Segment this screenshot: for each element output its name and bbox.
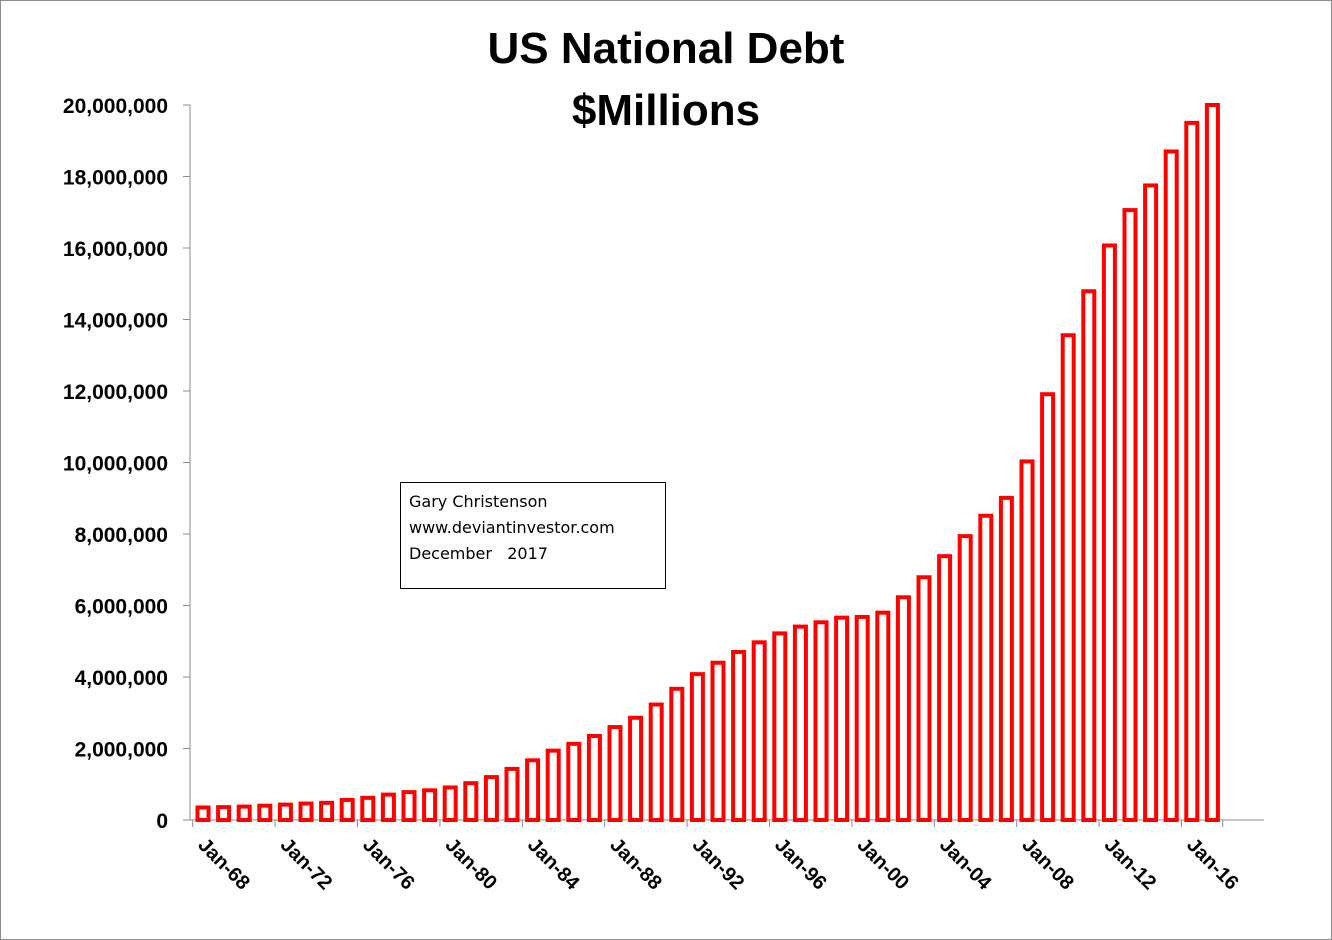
credit-author: Gary Christenson xyxy=(409,492,548,511)
bar-jan-05 xyxy=(957,534,973,823)
chart-title-line: US National Debt xyxy=(487,24,845,73)
bar-jan-81 xyxy=(463,781,479,822)
x-tick-label: Jan-92 xyxy=(688,834,748,894)
bar-jan-94 xyxy=(731,649,747,822)
x-tick-label: Jan-00 xyxy=(853,834,913,894)
bar-jan-72 xyxy=(277,802,293,823)
y-tick-label: 20,000,000 xyxy=(63,95,168,118)
bar-jan-12 xyxy=(1101,243,1117,822)
bar-series xyxy=(195,103,1220,823)
bar-jan-97 xyxy=(792,624,808,823)
bar-jan-78 xyxy=(401,790,417,822)
bar-jan-88 xyxy=(607,725,623,822)
bar-jan-89 xyxy=(628,715,644,823)
x-tick-label: Jan-16 xyxy=(1182,834,1242,894)
y-tick-label: 6,000,000 xyxy=(75,596,168,619)
bar-jan-09 xyxy=(1040,392,1056,822)
bar-jan-99 xyxy=(834,615,850,823)
bar-jan-70 xyxy=(236,804,252,822)
bar-jan-68 xyxy=(195,805,211,822)
bar-jan-03 xyxy=(916,575,932,822)
bar-jan-87 xyxy=(586,733,602,822)
chart-title: US National Debt $Millions xyxy=(0,18,1332,142)
bar-jan-75 xyxy=(339,797,355,822)
bar-jan-82 xyxy=(483,775,499,822)
bar-jan-16 xyxy=(1184,120,1200,822)
bar-jan-77 xyxy=(380,792,396,822)
x-tick-label: Jan-72 xyxy=(276,834,336,894)
bar-jan-84 xyxy=(525,758,541,822)
bar-jan-14 xyxy=(1143,183,1159,822)
y-tick-label: 4,000,000 xyxy=(75,667,168,690)
bar-jan-83 xyxy=(504,766,520,823)
y-tick-label: 0 xyxy=(156,810,168,833)
bar-jan-98 xyxy=(813,620,829,822)
y-axis: 0 2,000,000 4,000,000 6,000,000 8,000,000 10,… xyxy=(63,95,191,833)
bar-jan-06 xyxy=(978,513,994,823)
bar-jan-04 xyxy=(937,554,953,822)
bar-jan-02 xyxy=(895,595,911,823)
y-tick-label: 10,000,000 xyxy=(63,453,168,476)
credit-annotation: Gary Christenson www.deviantinvestor.com… xyxy=(400,482,666,589)
x-tick-label: Jan-84 xyxy=(523,834,584,895)
x-tick-label: Jan-12 xyxy=(1100,834,1160,894)
bar-jan-74 xyxy=(319,800,335,823)
x-axis: Jan-68 Jan-72 Jan-76 Jan-80 Jan-84 Jan-88 Jan-… xyxy=(190,819,1264,895)
y-tick-label: 16,000,000 xyxy=(63,238,168,261)
bar-jan-92 xyxy=(689,672,705,823)
x-tick-label: Jan-88 xyxy=(605,834,665,894)
y-tick-label: 2,000,000 xyxy=(75,739,168,762)
y-tick-label: 8,000,000 xyxy=(75,524,168,547)
bar-jan-91 xyxy=(669,686,685,822)
bar-jan-85 xyxy=(545,748,561,823)
bar-jan-07 xyxy=(998,495,1014,822)
x-tick-label: Jan-76 xyxy=(358,834,418,894)
bar-jan-11 xyxy=(1081,289,1097,822)
bar-jan-93 xyxy=(710,660,726,823)
bar-jan-73 xyxy=(298,801,314,822)
x-tick-label: Jan-68 xyxy=(193,834,253,894)
y-tick-label: 12,000,000 xyxy=(63,381,168,404)
bar-jan-90 xyxy=(648,702,664,823)
x-tick-label: Jan-04 xyxy=(935,834,996,895)
y-tick-label: 14,000,000 xyxy=(63,310,168,333)
chart-subtitle-line: $Millions xyxy=(571,86,761,135)
bar-jan-01 xyxy=(875,610,891,823)
x-tick-label: Jan-80 xyxy=(441,834,501,894)
bar-jan-08 xyxy=(1019,459,1035,822)
bar-jan-79 xyxy=(422,788,438,823)
bar-jan-71 xyxy=(257,803,273,823)
credit-date: December 2017 xyxy=(409,544,548,563)
credit-website: www.deviantinvestor.com xyxy=(409,518,615,537)
bar-jan-15 xyxy=(1163,149,1179,823)
bar-jan-96 xyxy=(772,631,788,823)
bar-jan-00 xyxy=(854,614,870,822)
bar-jan-86 xyxy=(566,741,582,822)
bar-jan-95 xyxy=(751,640,767,823)
x-tick-label: Jan-96 xyxy=(770,834,830,894)
bar-jan-10 xyxy=(1060,333,1076,822)
y-tick-label: 18,000,000 xyxy=(63,167,168,190)
x-tick-label: Jan-08 xyxy=(1017,834,1077,894)
bar-jan-13 xyxy=(1122,208,1138,823)
bar-jan-80 xyxy=(442,785,458,823)
bar-jan-69 xyxy=(216,805,232,823)
bar-jan-17 xyxy=(1204,103,1220,822)
bar-jan-76 xyxy=(360,795,376,823)
